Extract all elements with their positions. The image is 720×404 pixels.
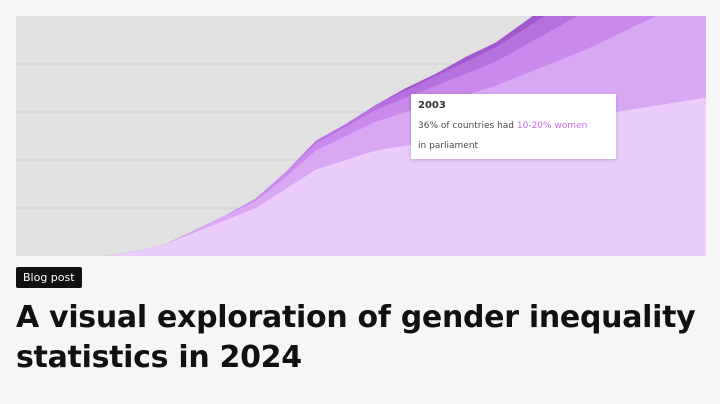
stacked-area-chart[interactable]: 2003 36% of countries had 10-20% women i…: [16, 16, 706, 256]
tooltip-text-before: 36% of countries had: [418, 120, 517, 131]
article-title[interactable]: A visual exploration of gender inequalit…: [16, 298, 706, 378]
blog-post-badge: Blog post: [16, 267, 82, 289]
chart-tooltip: 2003 36% of countries had 10-20% women i…: [411, 94, 616, 159]
tooltip-text-after: in parliament: [418, 140, 479, 151]
article-title-line-1: A visual exploration of gender inequalit…: [16, 300, 696, 335]
tooltip-year: 2003: [418, 100, 446, 111]
tooltip-highlight: 10-20% women: [516, 120, 588, 131]
article-title-line-2: statistics in 2024: [16, 340, 302, 375]
